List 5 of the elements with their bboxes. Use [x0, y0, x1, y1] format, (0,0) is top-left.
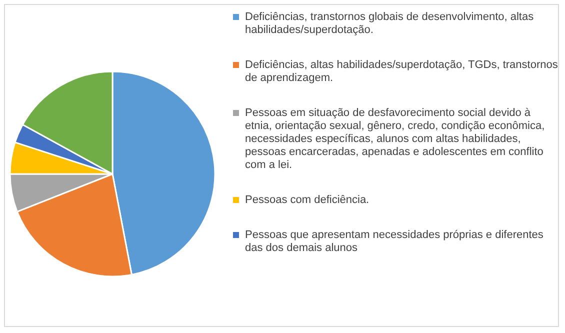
legend-label: Deficiências, altas habilidades/superdotação, TGDs, transtornos de aprendizagem.	[245, 59, 558, 85]
legend-label: Deficiências, transtornos globais de desenvolvimento, altas habilidades/superdotação.	[245, 11, 535, 37]
legend-label: Pessoas com deficiência.	[245, 194, 370, 207]
legend-label: Pessoas em situação de desfavorecimento social devido à etnia, orientação sexual, gênero, credo, condição econômica, necessidades específicas, alunos com altas habilidades, pessoas encarceradas, apenadas e adolescentes em conflito com a lei.	[245, 107, 546, 172]
legend-label: Pessoas que apresentam necessidades próprias e diferentes das dos demais alunos	[245, 229, 544, 255]
